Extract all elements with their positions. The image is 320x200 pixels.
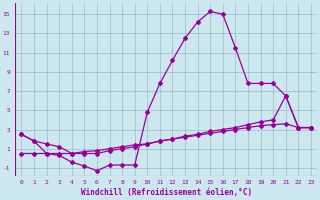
X-axis label: Windchill (Refroidissement éolien,°C): Windchill (Refroidissement éolien,°C) [81, 188, 252, 197]
